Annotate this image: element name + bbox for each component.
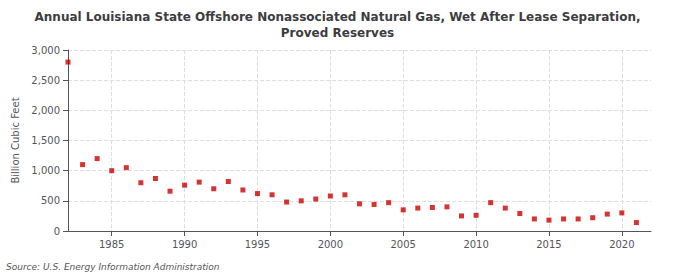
svg-text:2000: 2000 (318, 239, 343, 250)
svg-text:Source: U.S. Energy Informatio: Source: U.S. Energy Information Administ… (6, 262, 220, 272)
svg-text:1985: 1985 (99, 239, 124, 250)
svg-text:1,000: 1,000 (31, 165, 60, 176)
svg-text:2015: 2015 (536, 239, 561, 250)
svg-text:2010: 2010 (463, 239, 488, 250)
svg-text:1,500: 1,500 (31, 135, 60, 146)
svg-text:2020: 2020 (609, 239, 634, 250)
svg-text:500: 500 (41, 195, 60, 206)
svg-text:2005: 2005 (390, 239, 415, 250)
svg-text:0: 0 (54, 226, 60, 237)
svg-text:2,000: 2,000 (31, 105, 60, 116)
svg-text:Proved Reserves: Proved Reserves (281, 26, 394, 40)
svg-text:3,000: 3,000 (31, 45, 60, 56)
svg-text:1990: 1990 (172, 239, 197, 250)
svg-text:Annual Louisiana State Offshor: Annual Louisiana State Offshore Nonassoc… (35, 10, 641, 24)
svg-text:Billion Cubic Feet: Billion Cubic Feet (10, 97, 21, 183)
svg-text:1995: 1995 (245, 239, 270, 250)
svg-text:2,500: 2,500 (31, 75, 60, 86)
